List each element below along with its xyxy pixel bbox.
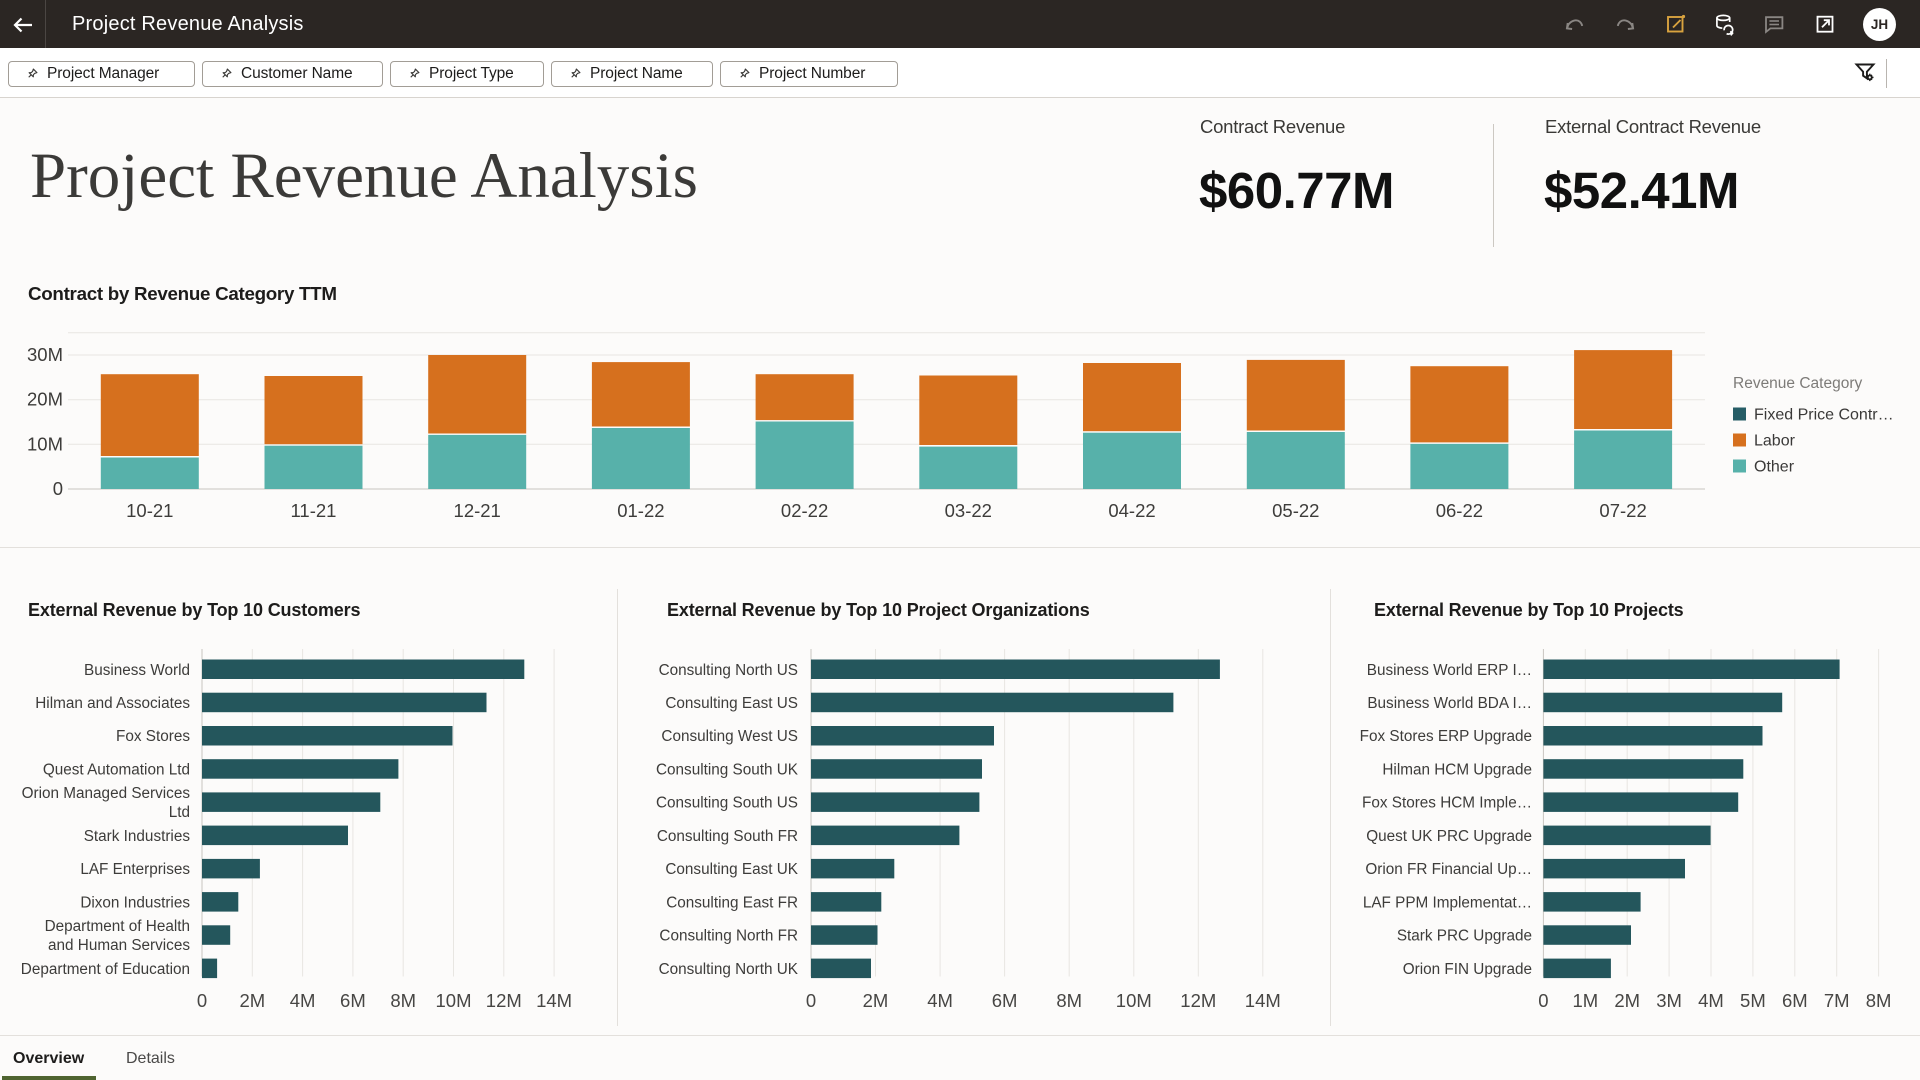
svg-text:Consulting East US: Consulting East US	[665, 695, 798, 712]
svg-text:0: 0	[197, 990, 207, 1011]
svg-text:Hilman HCM Upgrade: Hilman HCM Upgrade	[1382, 761, 1532, 778]
svg-text:14M: 14M	[536, 990, 572, 1011]
svg-text:Fox Stores HCM Imple…: Fox Stores HCM Imple…	[1362, 795, 1532, 812]
svg-text:8M: 8M	[390, 990, 416, 1011]
svg-text:03-22: 03-22	[945, 500, 992, 521]
svg-text:11-21: 11-21	[291, 500, 337, 521]
svg-text:Consulting East UK: Consulting East UK	[665, 861, 798, 878]
svg-text:Labor: Labor	[1754, 433, 1796, 450]
svg-text:5M: 5M	[1740, 990, 1766, 1011]
svg-text:8M: 8M	[1866, 990, 1892, 1011]
svg-text:14M: 14M	[1245, 990, 1281, 1011]
svg-text:2M: 2M	[1614, 990, 1640, 1011]
svg-text:and Human Services: and Human Services	[48, 937, 190, 954]
svg-text:4M: 4M	[1698, 990, 1724, 1011]
svg-text:3M: 3M	[1656, 990, 1682, 1011]
svg-text:06-22: 06-22	[1436, 500, 1483, 521]
svg-text:Business World: Business World	[84, 662, 190, 679]
svg-text:Stark PRC Upgrade: Stark PRC Upgrade	[1397, 928, 1532, 945]
svg-text:Other: Other	[1754, 459, 1795, 476]
svg-text:10M: 10M	[436, 990, 472, 1011]
svg-text:Consulting East FR: Consulting East FR	[666, 894, 798, 911]
svg-text:Consulting North UK: Consulting North UK	[659, 961, 799, 978]
svg-text:12M: 12M	[1180, 990, 1216, 1011]
svg-text:6M: 6M	[340, 990, 366, 1011]
svg-text:6M: 6M	[992, 990, 1018, 1011]
svg-text:Fox Stores ERP Upgrade: Fox Stores ERP Upgrade	[1360, 728, 1532, 745]
svg-text:Fixed Price Contr…: Fixed Price Contr…	[1754, 407, 1894, 424]
svg-text:0: 0	[1538, 990, 1548, 1011]
svg-text:Dixon Industries: Dixon Industries	[80, 894, 190, 911]
svg-text:8M: 8M	[1056, 990, 1082, 1011]
svg-text:Department of Education: Department of Education	[21, 961, 190, 978]
svg-text:Hilman and Associates: Hilman and Associates	[35, 695, 190, 712]
svg-text:12M: 12M	[486, 990, 522, 1011]
svg-text:Quest Automation Ltd: Quest Automation Ltd	[43, 761, 190, 778]
svg-text:10M: 10M	[27, 433, 63, 454]
svg-text:7M: 7M	[1824, 990, 1850, 1011]
svg-text:LAF Enterprises: LAF Enterprises	[80, 861, 190, 878]
svg-text:Business World BDA I…: Business World BDA I…	[1367, 695, 1532, 712]
svg-text:Business World ERP I…: Business World ERP I…	[1367, 662, 1532, 679]
svg-text:04-22: 04-22	[1108, 500, 1155, 521]
svg-text:Orion FR Financial Up…: Orion FR Financial Up…	[1365, 861, 1532, 878]
svg-text:LAF PPM Implementat…: LAF PPM Implementat…	[1363, 894, 1532, 911]
svg-text:12-21: 12-21	[454, 500, 501, 521]
svg-text:Consulting North FR: Consulting North FR	[659, 928, 798, 945]
svg-text:6M: 6M	[1782, 990, 1808, 1011]
svg-text:10-21: 10-21	[126, 500, 173, 521]
svg-text:Stark Industries: Stark Industries	[84, 828, 191, 845]
svg-text:2M: 2M	[863, 990, 889, 1011]
svg-text:20M: 20M	[27, 389, 63, 410]
svg-text:2M: 2M	[239, 990, 265, 1011]
svg-text:Fox Stores: Fox Stores	[116, 728, 190, 745]
svg-text:07-22: 07-22	[1599, 500, 1646, 521]
svg-text:Consulting South UK: Consulting South UK	[656, 761, 799, 778]
svg-text:Consulting South US: Consulting South US	[656, 795, 798, 812]
svg-text:Quest UK PRC Upgrade: Quest UK PRC Upgrade	[1366, 828, 1532, 845]
svg-text:4M: 4M	[290, 990, 316, 1011]
svg-text:Orion Managed Services: Orion Managed Services	[22, 785, 191, 802]
svg-text:0: 0	[806, 990, 816, 1011]
svg-text:Orion FIN Upgrade: Orion FIN Upgrade	[1403, 961, 1532, 978]
svg-text:4M: 4M	[927, 990, 953, 1011]
svg-text:Department of Health: Department of Health	[45, 918, 190, 935]
svg-text:0: 0	[53, 478, 63, 499]
svg-text:Ltd: Ltd	[169, 804, 190, 821]
svg-text:Consulting North US: Consulting North US	[659, 662, 798, 679]
svg-text:01-22: 01-22	[617, 500, 664, 521]
svg-text:Revenue Category: Revenue Category	[1733, 375, 1862, 392]
svg-text:1M: 1M	[1572, 990, 1598, 1011]
svg-text:05-22: 05-22	[1272, 500, 1319, 521]
svg-text:Consulting South FR: Consulting South FR	[657, 828, 798, 845]
svg-text:02-22: 02-22	[781, 500, 828, 521]
svg-text:Consulting West US: Consulting West US	[661, 728, 798, 745]
svg-text:30M: 30M	[27, 344, 63, 365]
svg-text:10M: 10M	[1116, 990, 1152, 1011]
